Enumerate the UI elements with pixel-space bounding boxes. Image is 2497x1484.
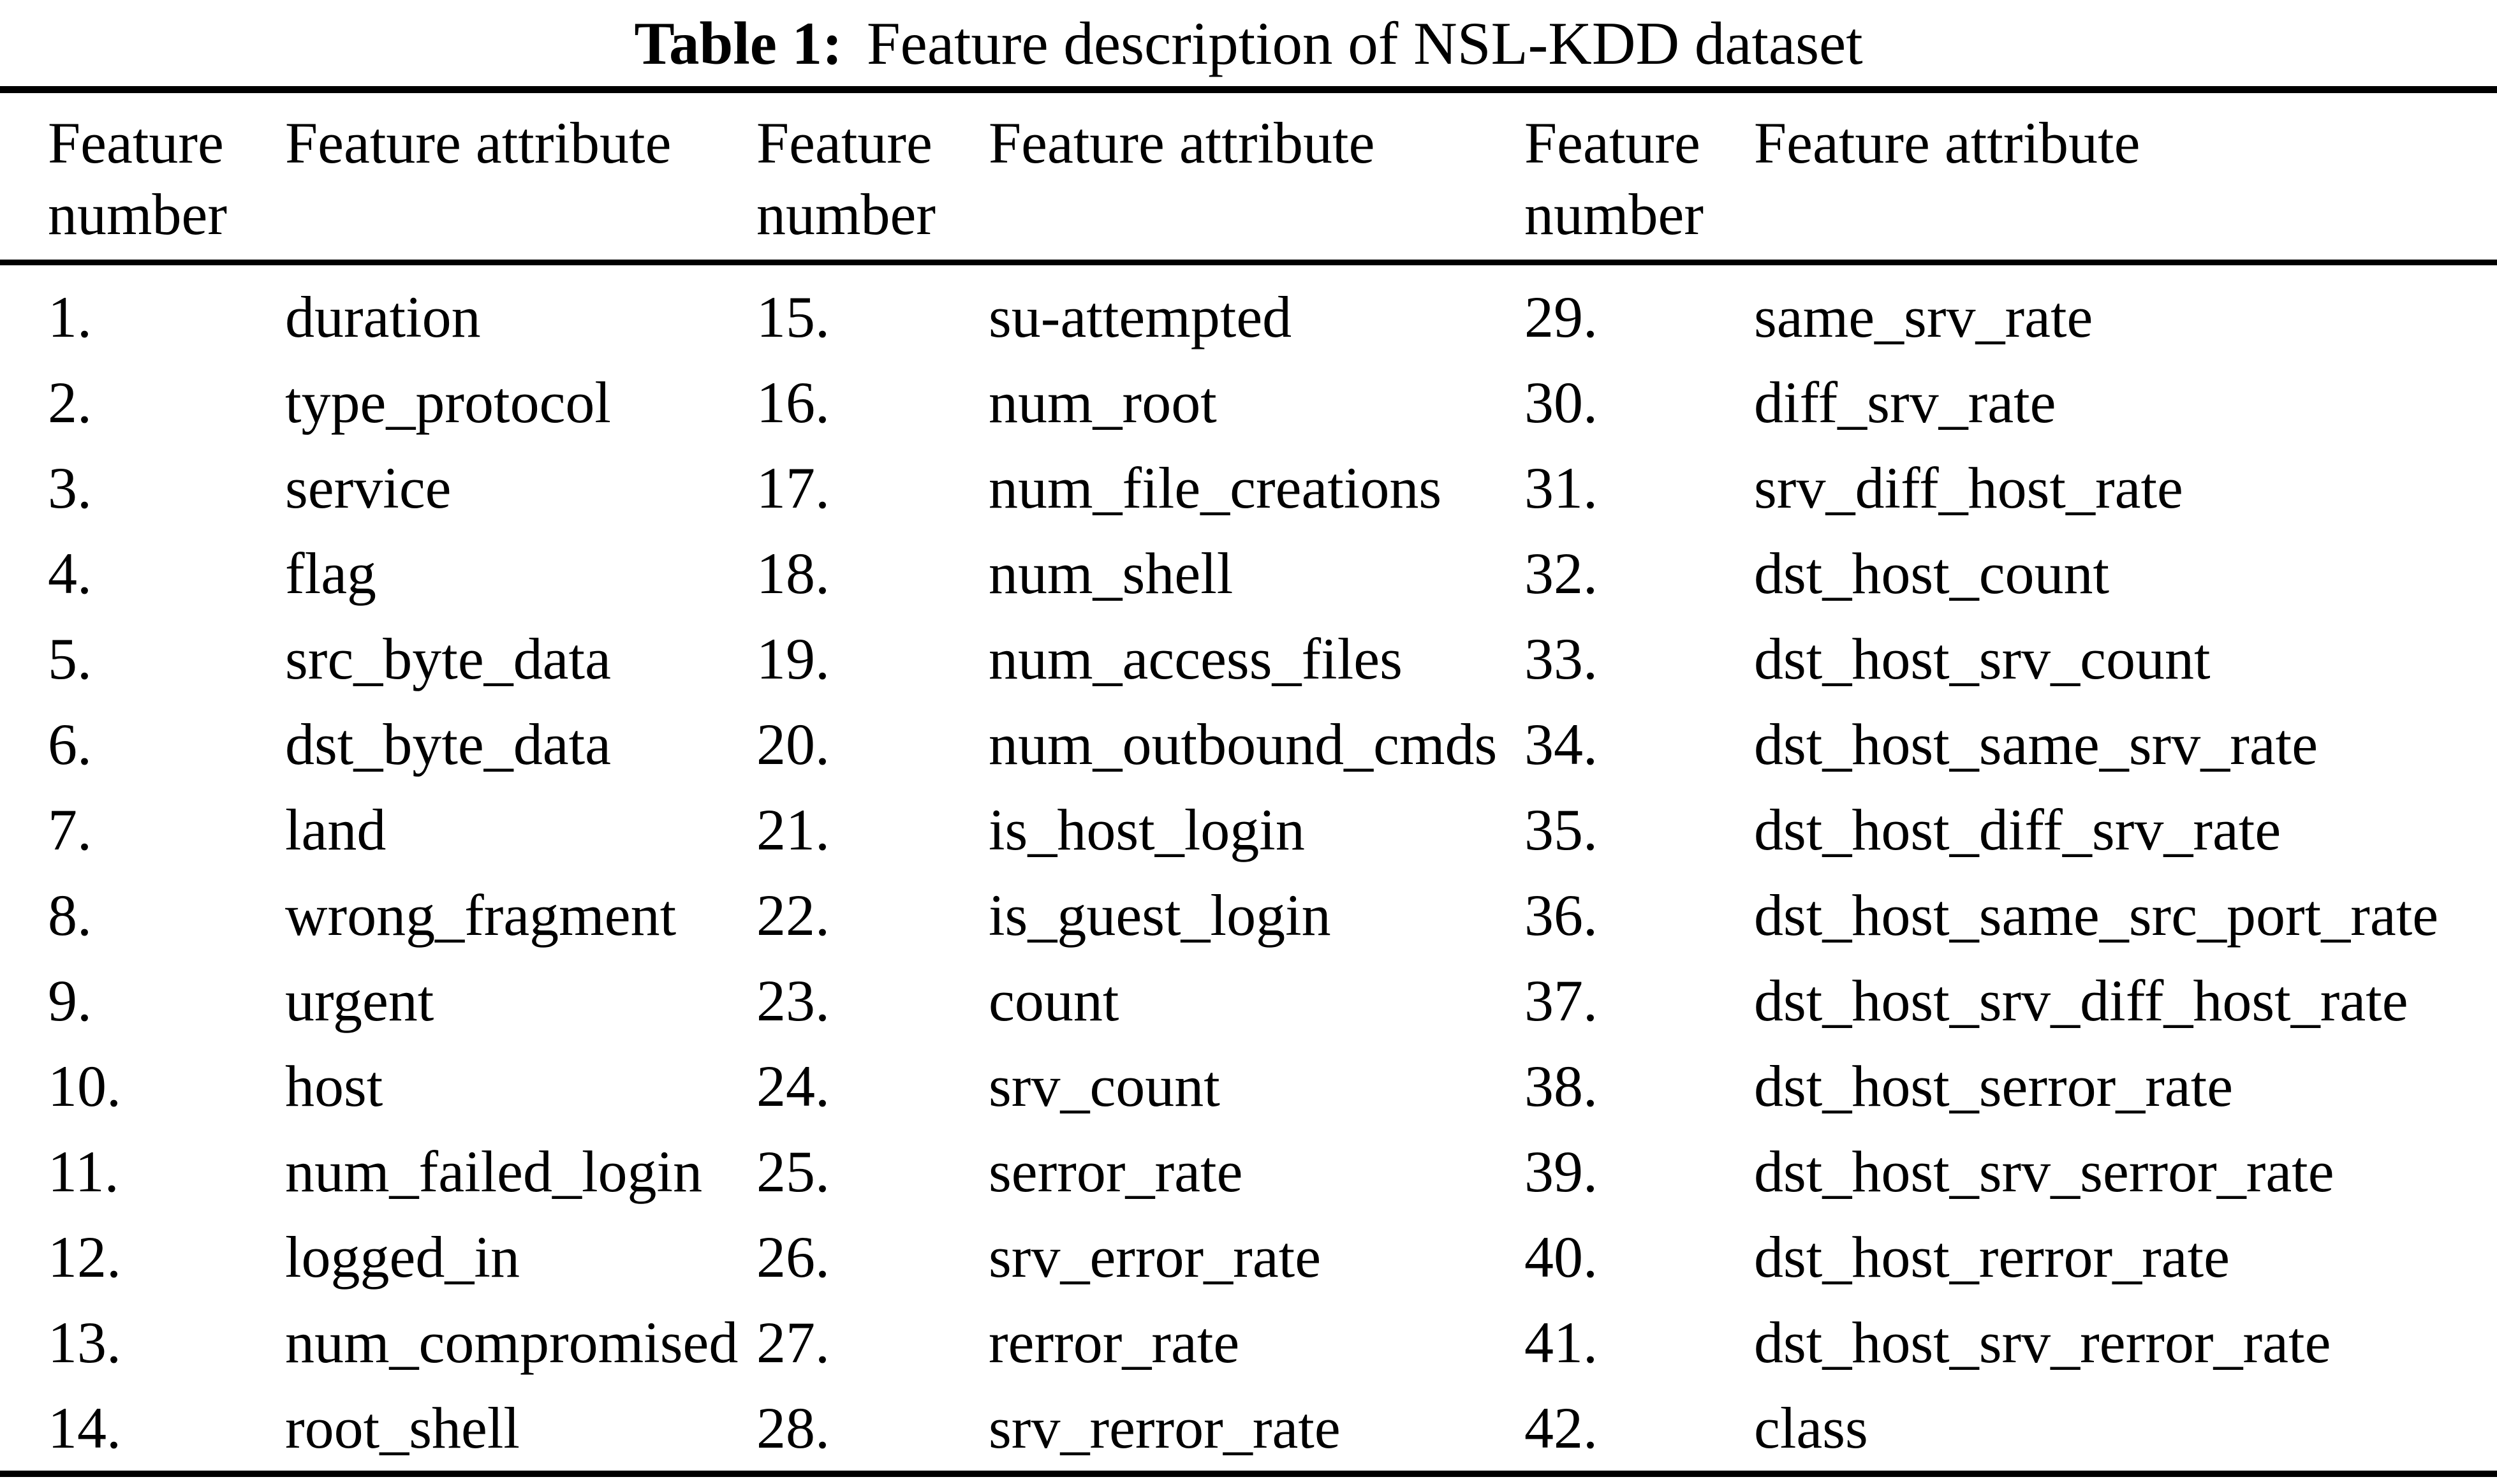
feature-number-cell: 39.: [1524, 1139, 1598, 1204]
feature-attribute-cell: dst_host_count: [1754, 541, 2110, 606]
feature-attribute-cell: is_guest_login: [989, 883, 1331, 948]
table-header-row: Feature number Feature attribute Feature…: [0, 93, 2497, 260]
feature-number-cell: 9.: [48, 968, 92, 1033]
feature-number-cell: 35.: [1524, 797, 1598, 862]
feature-attribute-cell: type_protocol: [285, 370, 611, 435]
table-body: 1. duration 15. su-attempted 29. same_srv_rat…: [0, 265, 2497, 1471]
header-feature-number-3: Feature number: [1524, 110, 1704, 247]
feature-number-cell: 36.: [1524, 883, 1598, 948]
feature-number-cell: 19.: [756, 626, 830, 691]
table-caption-label: Table 1:: [634, 10, 843, 77]
feature-attribute-cell: num_root: [989, 370, 1217, 435]
feature-attribute-cell: src_byte_data: [285, 626, 611, 691]
feature-number-cell: 12.: [48, 1224, 121, 1289]
table-top-rule: [0, 86, 2497, 93]
feature-attribute-cell: num_shell: [989, 541, 1234, 606]
feature-number-cell: 17.: [756, 455, 830, 520]
feature-attribute-cell: num_access_files: [989, 626, 1403, 691]
feature-number-cell: 40.: [1524, 1224, 1598, 1289]
feature-attribute-cell: flag: [285, 541, 377, 606]
feature-number-cell: 30.: [1524, 370, 1598, 435]
feature-number-cell: 13.: [48, 1310, 121, 1375]
feature-number-cell: 27.: [756, 1310, 830, 1375]
feature-number-cell: 15.: [756, 284, 830, 349]
feature-attribute-cell: root_shell: [285, 1395, 520, 1460]
feature-attribute-cell: dst_host_srv_count: [1754, 626, 2211, 691]
feature-attribute-cell: dst_host_srv_serror_rate: [1754, 1139, 2334, 1204]
feature-number-cell: 16.: [756, 370, 830, 435]
feature-attribute-cell: service: [285, 455, 452, 520]
feature-number-cell: 22.: [756, 883, 830, 948]
feature-number-cell: 5.: [48, 626, 92, 691]
feature-attribute-cell: dst_host_diff_srv_rate: [1754, 797, 2281, 862]
feature-attribute-cell: count: [989, 968, 1119, 1033]
feature-number-cell: 25.: [756, 1139, 830, 1204]
table-caption: Table 1: Feature description of NSL-KDD d…: [0, 0, 2497, 86]
feature-attribute-cell: dst_byte_data: [285, 712, 611, 777]
feature-attribute-cell: srv_error_rate: [989, 1224, 1322, 1289]
feature-number-cell: 29.: [1524, 284, 1598, 349]
feature-attribute-cell: rerror_rate: [989, 1310, 1240, 1375]
feature-number-cell: 34.: [1524, 712, 1598, 777]
feature-attribute-cell: diff_srv_rate: [1754, 370, 2056, 435]
feature-number-cell: 18.: [756, 541, 830, 606]
feature-number-cell: 3.: [48, 455, 92, 520]
feature-attribute-cell: dst_host_same_src_port_rate: [1754, 883, 2439, 948]
feature-attribute-cell: class: [1754, 1395, 1868, 1460]
feature-number-cell: 7.: [48, 797, 92, 862]
feature-attribute-cell: num_outbound_cmds: [989, 712, 1498, 777]
feature-attribute-cell: srv_count: [989, 1054, 1220, 1119]
feature-attribute-cell: duration: [285, 284, 481, 349]
feature-number-cell: 42.: [1524, 1395, 1598, 1460]
feature-number-cell: 28.: [756, 1395, 830, 1460]
feature-attribute-cell: logged_in: [285, 1224, 520, 1289]
feature-number-cell: 6.: [48, 712, 92, 777]
feature-number-cell: 20.: [756, 712, 830, 777]
header-feature-number-1: Feature number: [48, 110, 228, 247]
feature-number-cell: 11.: [48, 1139, 119, 1204]
feature-attribute-cell: dst_host_srv_diff_host_rate: [1754, 968, 2408, 1033]
feature-number-cell: 8.: [48, 883, 92, 948]
feature-attribute-cell: num_compromised: [285, 1310, 739, 1375]
table-caption-text: Feature description of NSL-KDD dataset: [866, 10, 1863, 77]
feature-attribute-cell: land: [285, 797, 387, 862]
feature-number-cell: 41.: [1524, 1310, 1598, 1375]
header-feature-attribute-2: Feature attribute: [989, 110, 1375, 175]
feature-number-cell: 23.: [756, 968, 830, 1033]
feature-attribute-cell: dst_host_rerror_rate: [1754, 1224, 2230, 1289]
feature-number-cell: 26.: [756, 1224, 830, 1289]
feature-attribute-cell: srv_rerror_rate: [989, 1395, 1341, 1460]
feature-number-cell: 21.: [756, 797, 830, 862]
feature-number-cell: 10.: [48, 1054, 121, 1119]
feature-number-cell: 37.: [1524, 968, 1598, 1033]
feature-attribute-cell: is_host_login: [989, 797, 1305, 862]
feature-number-cell: 31.: [1524, 455, 1598, 520]
table-bottom-rule: [0, 1471, 2497, 1477]
feature-number-cell: 32.: [1524, 541, 1598, 606]
table-header-rule: [0, 260, 2497, 265]
feature-attribute-cell: wrong_fragment: [285, 883, 677, 948]
feature-attribute-cell: num_file_creations: [989, 455, 1442, 520]
feature-attribute-cell: dst_host_same_srv_rate: [1754, 712, 2318, 777]
feature-attribute-cell: su-attempted: [989, 284, 1292, 349]
feature-number-cell: 24.: [756, 1054, 830, 1119]
feature-attribute-cell: same_srv_rate: [1754, 284, 2093, 349]
feature-attribute-cell: serror_rate: [989, 1139, 1243, 1204]
feature-attribute-cell: dst_host_serror_rate: [1754, 1054, 2234, 1119]
feature-number-cell: 33.: [1524, 626, 1598, 691]
feature-attribute-cell: host: [285, 1054, 383, 1119]
feature-attribute-cell: num_failed_login: [285, 1139, 703, 1204]
feature-number-cell: 14.: [48, 1395, 121, 1460]
header-feature-attribute-1: Feature attribute: [285, 110, 672, 175]
feature-attribute-cell: urgent: [285, 968, 434, 1033]
feature-attribute-cell: srv_diff_host_rate: [1754, 455, 2183, 520]
header-feature-number-2: Feature number: [756, 110, 936, 247]
feature-number-cell: 2.: [48, 370, 92, 435]
header-feature-attribute-3: Feature attribute: [1754, 110, 2140, 175]
feature-number-cell: 1.: [48, 284, 92, 349]
feature-attribute-cell: dst_host_srv_rerror_rate: [1754, 1310, 2331, 1375]
feature-number-cell: 4.: [48, 541, 92, 606]
feature-number-cell: 38.: [1524, 1054, 1598, 1119]
